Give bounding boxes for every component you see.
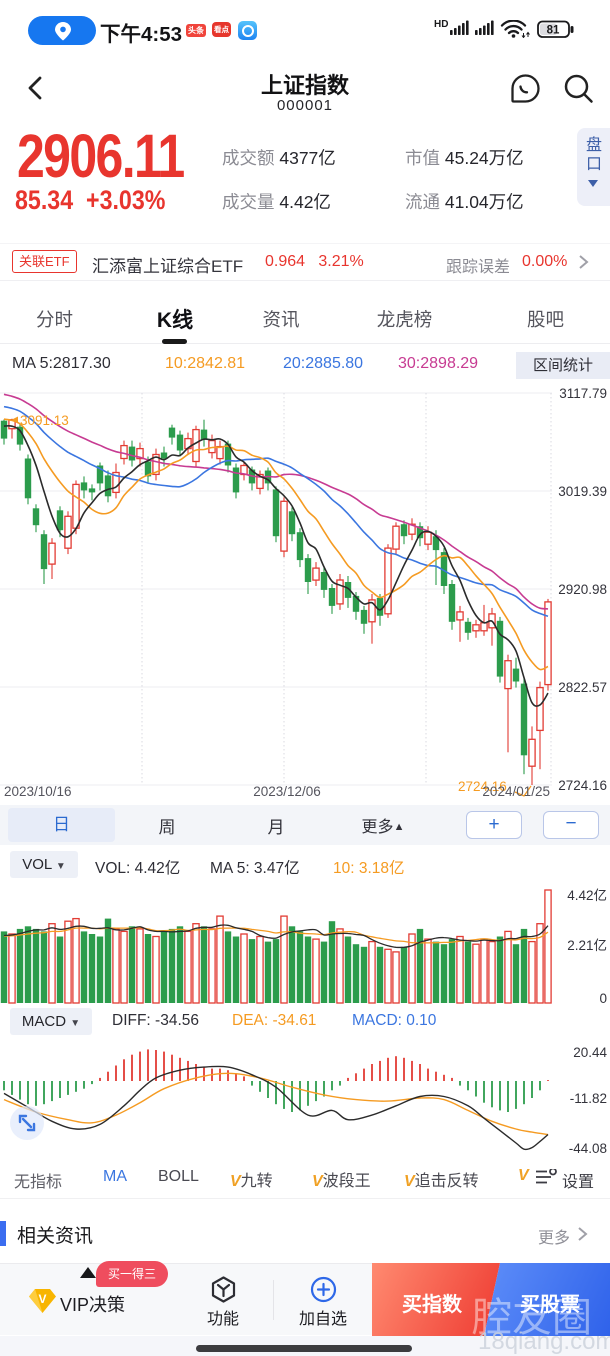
svg-text:4.42亿: 4.42亿	[567, 888, 607, 903]
svg-text:2.21亿: 2.21亿	[567, 938, 607, 953]
svg-text:2023/10/16: 2023/10/16	[4, 784, 72, 799]
svg-text:0: 0	[599, 991, 607, 1005]
svg-text:3091.13: 3091.13	[20, 413, 69, 428]
svg-text:2724.16: 2724.16	[458, 779, 507, 794]
svg-text:V: V	[38, 1292, 46, 1306]
svg-text:2023/12/06: 2023/12/06	[253, 784, 321, 799]
svg-text:20.44: 20.44	[573, 1045, 607, 1060]
svg-text:3117.79: 3117.79	[559, 386, 607, 401]
svg-text:-11.82: -11.82	[570, 1091, 607, 1106]
svg-text:2024/01/25: 2024/01/25	[482, 784, 550, 799]
svg-text:2822.57: 2822.57	[558, 680, 607, 695]
svg-text:2920.98: 2920.98	[558, 582, 607, 597]
svg-text:2724.16: 2724.16	[558, 778, 607, 793]
svg-text:81: 81	[547, 25, 560, 37]
svg-text:3019.39: 3019.39	[558, 484, 607, 499]
svg-text:-44.08: -44.08	[569, 1141, 607, 1156]
